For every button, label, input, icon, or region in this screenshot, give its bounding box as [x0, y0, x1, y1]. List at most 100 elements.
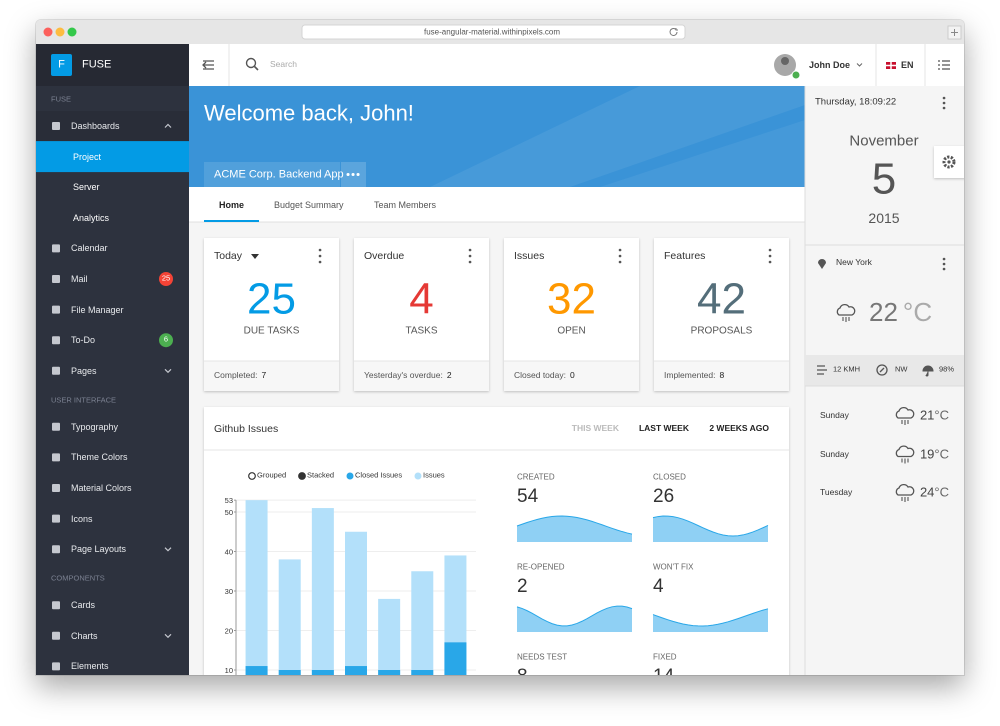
- close-button[interactable]: [43, 27, 53, 37]
- wind-direction: NW: [895, 364, 908, 374]
- url-box[interactable]: [301, 24, 686, 40]
- stat-value: 14: [653, 666, 674, 675]
- nav-item[interactable]: Dashboards: [71, 120, 120, 131]
- quick-panel-toggle[interactable]: [938, 60, 950, 70]
- card-footer: [354, 361, 489, 391]
- footer-value: 0: [569, 370, 575, 381]
- nav-item[interactable]: Theme Colors: [71, 452, 128, 463]
- mode-radio[interactable]: [248, 472, 256, 480]
- tab[interactable]: Budget Summary: [274, 199, 344, 210]
- top-bar: [189, 44, 964, 86]
- logo-letter: F: [58, 58, 65, 71]
- weather-icon: [895, 445, 915, 458]
- nav-subitem[interactable]: Analytics: [73, 212, 110, 223]
- bar: [278, 559, 301, 675]
- footer-label: Yesterday's overdue:: [364, 370, 443, 381]
- gear-center: [947, 160, 951, 164]
- nav-item[interactable]: Mail: [71, 273, 88, 284]
- nav-badge-bg: [159, 272, 173, 286]
- search-input[interactable]: Search: [270, 59, 297, 70]
- brand: FUSE: [82, 58, 112, 71]
- sidebar-section: FUSE: [51, 94, 72, 104]
- forecast-day: Sunday: [820, 448, 849, 459]
- nav-item[interactable]: Charts: [71, 630, 98, 641]
- card-footer: [654, 361, 789, 391]
- plus-icon: [951, 29, 958, 36]
- wind-speed: 12 KMH: [833, 364, 861, 374]
- nav-item[interactable]: Cards: [71, 600, 96, 611]
- y-tick-label: 30: [225, 587, 233, 596]
- nav-item[interactable]: Page Layouts: [71, 544, 127, 555]
- stat-label: NEEDS TEST: [517, 652, 568, 662]
- stat-value: 4: [653, 576, 664, 598]
- active-item-bg: [36, 141, 189, 173]
- tab-underline: [204, 220, 259, 222]
- range-option[interactable]: 2 WEEKS AGO: [709, 423, 769, 434]
- legend-label: Issues: [423, 470, 445, 480]
- sparkline-area: [653, 516, 768, 542]
- nav-item[interactable]: Calendar: [71, 243, 108, 254]
- search-icon[interactable]: [245, 57, 257, 69]
- footer-value: 8: [719, 370, 725, 381]
- nav-subitem[interactable]: Project: [73, 151, 102, 162]
- card-title: Issues: [514, 249, 545, 262]
- forecast-temp: 24°C: [920, 484, 949, 501]
- bar: [345, 666, 367, 675]
- location-pin: [818, 259, 826, 269]
- stat-value: 54: [517, 486, 539, 508]
- stat-value: 2: [517, 576, 528, 598]
- nav-item[interactable]: Icons: [71, 513, 93, 524]
- nav-item[interactable]: File Manager: [71, 304, 124, 315]
- user-name[interactable]: John Doe: [809, 59, 851, 70]
- expand-arrow: [164, 547, 172, 552]
- clock: Thursday, 18:09:22: [815, 96, 897, 108]
- bar: [345, 531, 367, 675]
- forecast-value: 19: [919, 446, 935, 462]
- nav-icon: [52, 453, 60, 462]
- sidebar-section: COMPONENTS: [51, 573, 105, 583]
- reload-icon[interactable]: [669, 27, 678, 36]
- mode-label: Grouped: [257, 470, 287, 480]
- project-selector[interactable]: [204, 162, 340, 187]
- user-chevron[interactable]: [856, 63, 863, 67]
- nav-badge-bg: [159, 333, 173, 348]
- temp-unit: °C: [902, 297, 933, 328]
- sparkline-area: [517, 606, 632, 632]
- tab[interactable]: Home: [219, 199, 245, 210]
- rain-drops: [901, 497, 909, 502]
- stat-value: 8: [517, 666, 528, 675]
- menu-toggle[interactable]: [202, 60, 214, 70]
- nav-item[interactable]: Typography: [71, 421, 119, 432]
- tab[interactable]: Team Members: [374, 199, 437, 210]
- language[interactable]: EN: [901, 59, 914, 70]
- zoom-button[interactable]: [67, 27, 77, 37]
- mode-radio[interactable]: [298, 472, 306, 480]
- nav-item[interactable]: To-Do: [71, 335, 96, 346]
- card-footer-text: Completed: 7: [214, 370, 267, 381]
- card-caption: PROPOSALS: [690, 325, 753, 337]
- project-name[interactable]: ACME Corp. Backend App: [214, 168, 344, 181]
- sparkline-area: [517, 516, 632, 542]
- bar: [245, 500, 268, 675]
- dropdown-arrow: [251, 254, 259, 259]
- card-title: Features: [664, 249, 706, 262]
- range-option[interactable]: LAST WEEK: [638, 423, 689, 434]
- year: 2015: [868, 209, 900, 226]
- temperature: 22 °C: [869, 297, 933, 328]
- nav-item[interactable]: Pages: [71, 365, 97, 376]
- nav-item[interactable]: Material Colors: [71, 482, 132, 493]
- dividers: [228, 44, 926, 86]
- minimize-button[interactable]: [55, 27, 65, 37]
- range-option[interactable]: THIS WEEK: [571, 423, 619, 434]
- stat-label: WON'T FIX: [653, 562, 694, 572]
- panel-title: Github Issues: [214, 422, 279, 435]
- card-footer-text: Yesterday's overdue: 2: [364, 370, 452, 381]
- browser-window: 10 20 30 40 50 53 fuse-angular-material.withi…: [36, 20, 964, 675]
- forecast-unit: °C: [934, 484, 949, 500]
- nav-icon: [52, 305, 60, 314]
- nav-item[interactable]: Elements: [71, 661, 109, 672]
- footer-value: 7: [261, 370, 267, 381]
- forecast-temp: 21°C: [920, 408, 949, 424]
- nav-subitem[interactable]: Server: [73, 182, 100, 193]
- card-value: 32: [547, 274, 596, 324]
